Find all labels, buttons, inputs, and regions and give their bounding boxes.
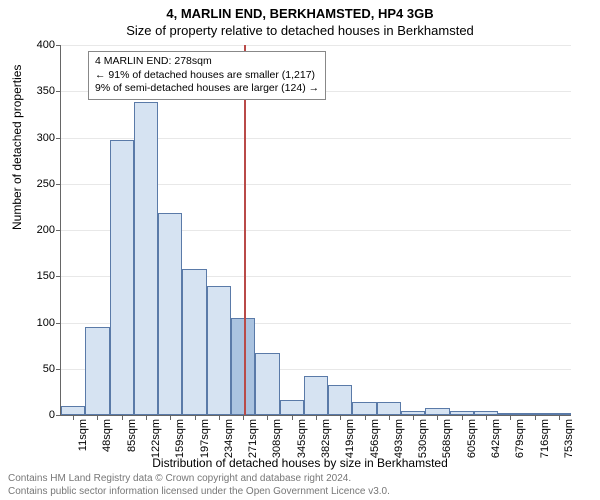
chart-header: 4, MARLIN END, BERKHAMSTED, HP4 3GB Size…: [0, 0, 600, 38]
annotation-line-2: ← 91% of detached houses are smaller (1,…: [95, 69, 319, 83]
xtick-mark: [486, 415, 487, 420]
ytick-label: 250: [25, 178, 55, 190]
ytick-mark: [56, 323, 61, 324]
xtick-mark: [73, 415, 74, 420]
x-axis-label: Distribution of detached houses by size …: [0, 456, 600, 470]
xtick-label: 568sqm: [441, 419, 453, 458]
xtick-mark: [462, 415, 463, 420]
annotation-box: 4 MARLIN END: 278sqm ← 91% of detached h…: [88, 51, 326, 100]
footer-line-2: Contains public sector information licen…: [8, 486, 390, 499]
marker-line: [244, 45, 246, 415]
annotation-line-1: 4 MARLIN END: 278sqm: [95, 55, 319, 69]
xtick-mark: [510, 415, 511, 420]
xtick-label: 530sqm: [417, 419, 429, 458]
histogram-bar: [110, 140, 134, 415]
histogram-bar: [352, 402, 376, 415]
histogram-bar: [304, 376, 328, 415]
ytick-label: 350: [25, 85, 55, 97]
xtick-mark: [243, 415, 244, 420]
ytick-mark: [56, 184, 61, 185]
histogram-bar: [207, 286, 231, 416]
histogram-bar: [61, 406, 85, 415]
histogram-bar: [158, 213, 182, 415]
xtick-mark: [365, 415, 366, 420]
xtick-label: 716sqm: [539, 419, 551, 458]
chart-subtitle: Size of property relative to detached ho…: [0, 23, 600, 38]
xtick-label: 642sqm: [490, 419, 502, 458]
xtick-mark: [316, 415, 317, 420]
xtick-mark: [437, 415, 438, 420]
ytick-label: 300: [25, 132, 55, 144]
histogram-bar: [328, 385, 352, 415]
xtick-mark: [292, 415, 293, 420]
ytick-label: 400: [25, 39, 55, 51]
ytick-mark: [56, 276, 61, 277]
histogram-bar: [425, 408, 449, 415]
xtick-label: 456sqm: [369, 419, 381, 458]
xtick-label: 48sqm: [101, 419, 113, 452]
xtick-mark: [559, 415, 560, 420]
histogram-bar: [182, 269, 206, 415]
xtick-label: 85sqm: [126, 419, 138, 452]
ytick-label: 100: [25, 317, 55, 329]
footer-credits: Contains HM Land Registry data © Crown c…: [8, 473, 390, 498]
histogram-bar: [255, 353, 279, 415]
xtick-mark: [97, 415, 98, 420]
xtick-mark: [219, 415, 220, 420]
xtick-mark: [146, 415, 147, 420]
gridline: [61, 45, 571, 46]
xtick-mark: [413, 415, 414, 420]
plot-region: 05010015020025030035040011sqm48sqm85sqm1…: [60, 45, 571, 416]
ytick-label: 200: [25, 224, 55, 236]
xtick-label: 159sqm: [174, 419, 186, 458]
xtick-label: 11sqm: [77, 419, 89, 451]
xtick-label: 234sqm: [223, 419, 235, 458]
histogram-bar: [134, 102, 158, 415]
ytick-label: 0: [25, 409, 55, 421]
annotation-line-3: 9% of semi-detached houses are larger (1…: [95, 82, 319, 96]
xtick-label: 382sqm: [320, 419, 332, 458]
xtick-label: 605sqm: [466, 419, 478, 458]
ytick-mark: [56, 230, 61, 231]
xtick-label: 122sqm: [150, 419, 162, 458]
xtick-mark: [195, 415, 196, 420]
ytick-label: 50: [25, 363, 55, 375]
histogram-bar: [85, 327, 109, 415]
xtick-label: 753sqm: [563, 419, 575, 458]
histogram-bar: [280, 400, 304, 415]
xtick-mark: [389, 415, 390, 420]
ytick-mark: [56, 138, 61, 139]
footer-line-1: Contains HM Land Registry data © Crown c…: [8, 473, 390, 486]
xtick-label: 419sqm: [344, 419, 356, 458]
ytick-mark: [56, 91, 61, 92]
xtick-label: 308sqm: [271, 419, 283, 458]
xtick-label: 679sqm: [514, 419, 526, 458]
xtick-label: 197sqm: [199, 419, 211, 458]
xtick-mark: [122, 415, 123, 420]
ytick-mark: [56, 415, 61, 416]
xtick-label: 271sqm: [247, 419, 259, 458]
y-axis-label: Number of detached properties: [10, 65, 24, 230]
xtick-mark: [340, 415, 341, 420]
ytick-mark: [56, 45, 61, 46]
xtick-label: 345sqm: [296, 419, 308, 458]
xtick-mark: [267, 415, 268, 420]
chart-title: 4, MARLIN END, BERKHAMSTED, HP4 3GB: [0, 6, 600, 21]
xtick-label: 493sqm: [393, 419, 405, 458]
histogram-bar: [377, 402, 401, 415]
ytick-label: 150: [25, 270, 55, 282]
xtick-mark: [535, 415, 536, 420]
xtick-mark: [170, 415, 171, 420]
ytick-mark: [56, 369, 61, 370]
chart-area: 05010015020025030035040011sqm48sqm85sqm1…: [60, 45, 570, 415]
